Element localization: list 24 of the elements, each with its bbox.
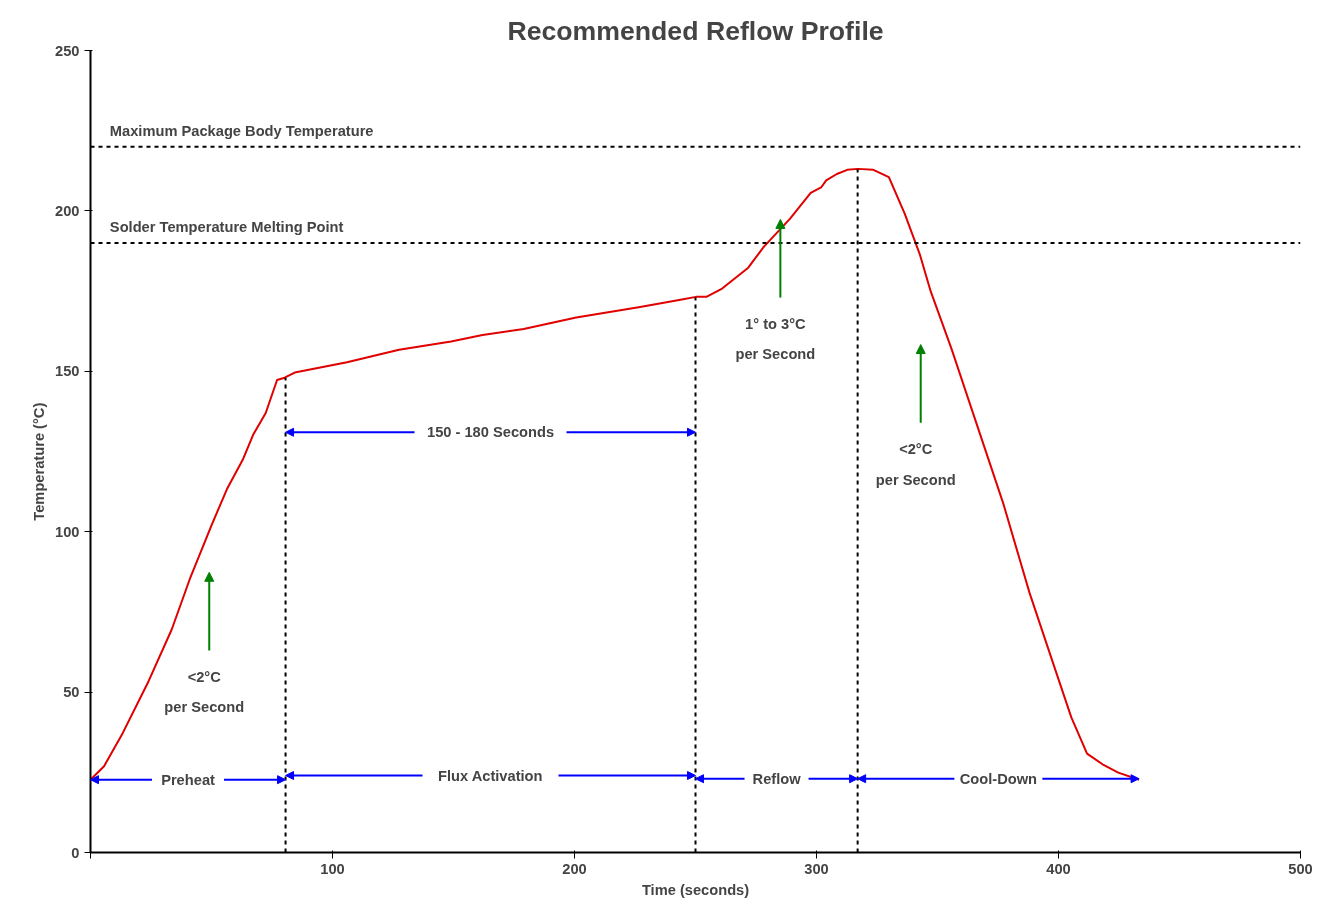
annotation: Cool-Down <box>959 770 1038 787</box>
y-tick-label: 250 <box>55 42 80 59</box>
annotation: Preheat <box>161 771 216 788</box>
x-tick-label: 100 <box>320 860 345 877</box>
y-tick-label: 150 <box>55 363 80 380</box>
ref-line-label: Maximum Package Body Temperature <box>109 122 374 139</box>
annotation: <2°C per Second <box>164 668 245 716</box>
annotation: Flux Activation <box>438 767 543 784</box>
annotation: Reflow <box>752 770 802 787</box>
annotation: 1° to 3°C per Second <box>735 316 816 363</box>
x-tick-label: 300 <box>804 860 829 877</box>
y-tick-label: 100 <box>55 523 80 540</box>
x-tick-label: 400 <box>1046 860 1071 877</box>
chart-title: Recommended Reflow Profile <box>507 15 884 46</box>
x-tick-label: 200 <box>562 860 587 877</box>
ref-line-label: Solder Temperature Melting Point <box>109 218 344 235</box>
y-axis-title: Temperature (°C) <box>31 402 48 521</box>
y-tick-label: 0 <box>71 844 80 861</box>
annotation: 150 - 180 Seconds <box>426 424 555 441</box>
x-tick-label: 500 <box>1288 860 1313 877</box>
annotation: <2°C per Second <box>875 441 956 488</box>
y-tick-label: 50 <box>63 684 80 701</box>
y-tick-label: 200 <box>55 202 80 219</box>
x-axis-title: Time (seconds) <box>641 881 750 898</box>
